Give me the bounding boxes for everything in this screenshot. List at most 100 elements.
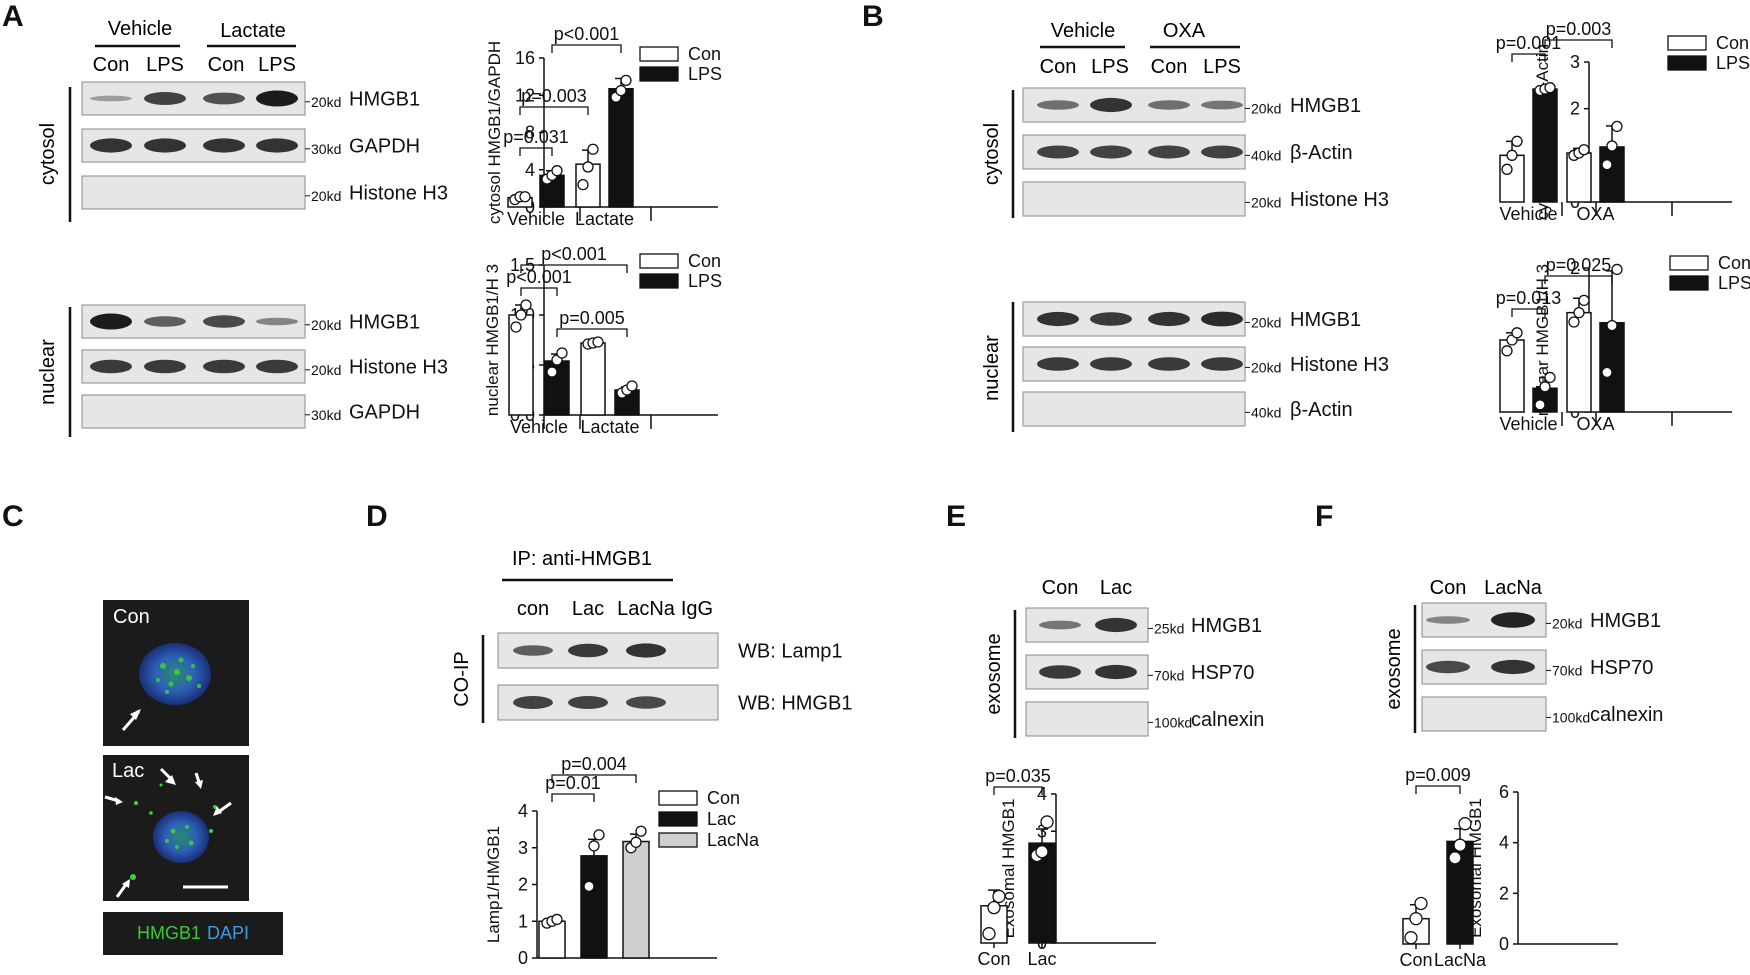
data-point [1409, 912, 1423, 926]
data-point [583, 880, 595, 892]
marker-label: 20kd [1251, 359, 1281, 375]
data-point [587, 143, 599, 155]
blot-band [203, 359, 245, 374]
blot-band [90, 313, 132, 330]
marker-label: 20kd [1552, 615, 1582, 631]
y-tick-label: 8 [525, 123, 535, 143]
y-axis-label: Exosomal HMGB1 [999, 799, 1018, 939]
blot-band [1201, 145, 1243, 159]
data-point [1534, 399, 1546, 411]
y-tick-label: 2 [1570, 258, 1580, 278]
marker-label: 40kd [1251, 404, 1281, 420]
blot-band [1426, 660, 1470, 674]
blot-band [256, 359, 298, 374]
blot-band [256, 317, 298, 326]
group-label: Lactate [220, 20, 286, 42]
data-point [1578, 294, 1590, 307]
marker-label: 25kd [1154, 620, 1184, 636]
data-point [1501, 163, 1513, 175]
data-point [1606, 140, 1618, 152]
data-point [1601, 366, 1613, 379]
comparison-bracket [519, 106, 589, 115]
bar [622, 840, 650, 959]
p-value-label: p<0.001 [506, 267, 572, 287]
data-point [1453, 838, 1467, 852]
blot-band [90, 359, 132, 374]
data-point [546, 366, 558, 378]
protein-label: HSP70 [1590, 657, 1653, 679]
protein-label: HSP70 [1191, 662, 1254, 684]
lane-label: Con [1151, 56, 1188, 78]
lane-label: LPS [1203, 56, 1241, 78]
cytosol-label: cytosol [37, 123, 59, 185]
blot-band [90, 138, 132, 153]
data-point [1511, 135, 1523, 147]
x-group-label: Lactate [580, 417, 639, 437]
blot-band [256, 90, 298, 107]
chart-b-nuclear: 012nuclear HMGB1/H 3VehicleOXAp=0.013p=0… [1496, 253, 1750, 434]
blot-band [1095, 664, 1137, 680]
y-tick-label: 3 [518, 838, 528, 858]
chart-b-cytosol: 0123cytosol HMGB1/β-ActinVehicleOXAp=0.0… [1496, 19, 1750, 224]
y-tick-label: 4 [525, 160, 535, 180]
bar [580, 342, 606, 416]
p-value-label: p=0.005 [559, 308, 625, 328]
blot-band [1037, 100, 1079, 110]
data-point [1611, 263, 1623, 276]
protein-label: WB: HMGB1 [738, 693, 852, 715]
bar [1599, 321, 1625, 413]
marker-label: 20kd [311, 94, 341, 110]
panel-letter-d: D [366, 500, 388, 533]
data-point [582, 161, 594, 173]
comparison-bracket [551, 774, 637, 783]
legend-label: LPS [1716, 53, 1750, 73]
protein-label: GAPDH [349, 136, 420, 158]
comparison-bracket [520, 287, 558, 296]
y-tick-label: 12 [515, 85, 535, 105]
p-value-label: p=0.025 [1546, 255, 1612, 275]
protein-label: GAPDH [349, 402, 420, 424]
protein-label: β-Actin [1290, 399, 1353, 421]
blot-band [1148, 311, 1190, 327]
micrograph-lac [103, 755, 249, 901]
blot-band [1090, 357, 1132, 371]
lane-label: Lac [1100, 577, 1132, 599]
blot-strip [81, 175, 306, 210]
bar [580, 855, 608, 959]
data-point [1606, 319, 1618, 332]
blot-band [1037, 357, 1079, 371]
blot-band [1039, 620, 1081, 630]
y-tick-label: 2 [518, 875, 528, 895]
data-point [1404, 931, 1418, 945]
x-group-label: Vehicle [507, 209, 565, 229]
panel-letter-b: B [862, 0, 884, 33]
marker-label: 30kd [311, 407, 341, 423]
legend-label: Con [688, 44, 721, 64]
bar [1599, 146, 1625, 203]
blot-strip [1025, 701, 1149, 737]
ip-label: IP: anti-HMGB1 [512, 548, 652, 570]
data-point [1573, 306, 1585, 319]
data-point [1501, 345, 1513, 357]
x-category-label: LacNa [1434, 950, 1487, 970]
coip-label: CO-IP [451, 651, 473, 707]
data-point [615, 84, 627, 97]
marker-label: 20kd [1251, 314, 1281, 330]
legend-label: Con [688, 251, 721, 271]
lane-label: LPS [146, 54, 184, 76]
data-point [556, 347, 568, 359]
y-tick-label: 0 [1499, 934, 1509, 954]
y-axis-label: nuclear HMGB1/H 3 [483, 264, 502, 416]
comparison-bracket [519, 147, 553, 156]
data-point [1448, 851, 1462, 865]
legend-swatch [1669, 255, 1709, 271]
legend-label: LPS [688, 64, 722, 84]
lane-label: LPS [258, 54, 296, 76]
p-value-label: p<0.001 [554, 24, 620, 44]
blot-strip [1022, 391, 1246, 427]
